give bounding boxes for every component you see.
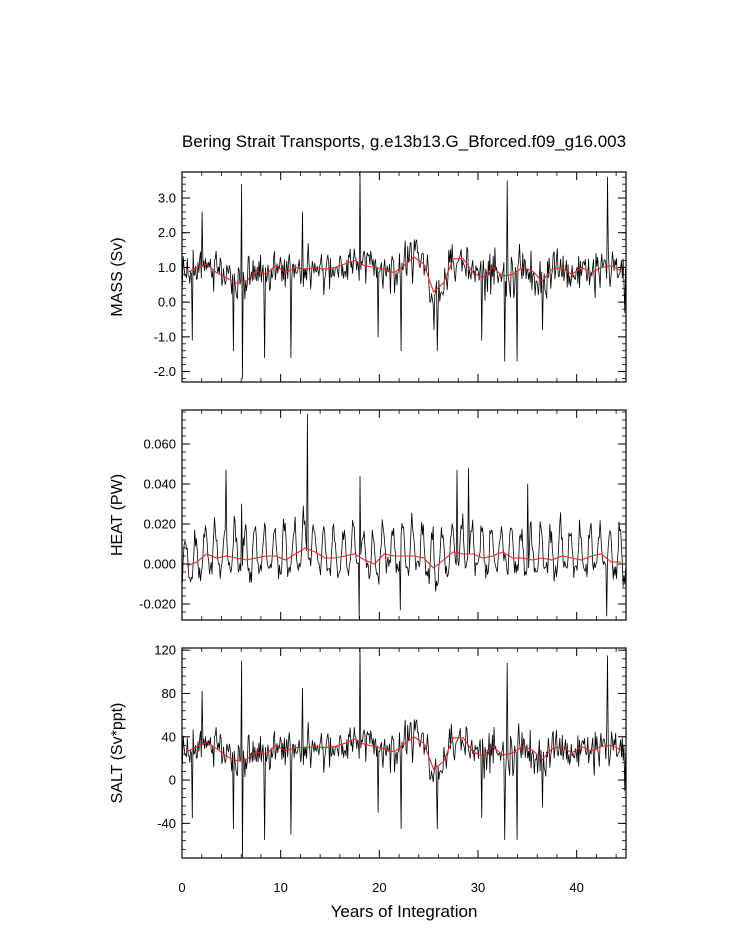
heat-ytick-label: 0.020 bbox=[143, 517, 176, 532]
mass-ytick-label: -1.0 bbox=[154, 329, 176, 344]
salt-ytick-label: -40 bbox=[157, 816, 176, 831]
mass-ytick-label: 3.0 bbox=[158, 191, 176, 206]
panel-salt: -40 0 40 80 120 SALT (Sv*ppt) bbox=[109, 643, 627, 859]
salt-monthly-line bbox=[182, 647, 626, 859]
heat-monthly-line bbox=[182, 413, 626, 619]
mass-monthly-line bbox=[182, 171, 626, 379]
panels-group: -2.0 -1.0 0.0 1.0 2.0 3.0 MASS (Sv) -0.020 0.000… bbox=[109, 171, 627, 895]
x-tick-label: 30 bbox=[471, 880, 485, 895]
x-tick-label: 20 bbox=[372, 880, 386, 895]
heat-ytick-label: 0.060 bbox=[143, 437, 176, 452]
x-tick-label: 0 bbox=[178, 880, 185, 895]
mass-ytick-label: -2.0 bbox=[154, 364, 176, 379]
heat-ytick-label: -0.020 bbox=[139, 597, 176, 612]
salt-ytick-label: 0 bbox=[169, 773, 176, 788]
mass-ytick-label: 1.0 bbox=[158, 260, 176, 275]
heat-ytick-label: 0.000 bbox=[143, 557, 176, 572]
panel-heat: -0.020 0.000 0.020 0.040 0.060 HEAT (PW) bbox=[109, 409, 627, 621]
heat-annual-line bbox=[186, 547, 622, 569]
heat-y-axis-label: HEAT (PW) bbox=[109, 474, 126, 556]
salt-y-axis-label: SALT (Sv*ppt) bbox=[109, 703, 126, 804]
panel-mass: -2.0 -1.0 0.0 1.0 2.0 3.0 MASS (Sv) bbox=[109, 171, 627, 383]
heat-ytick-label: 0.040 bbox=[143, 477, 176, 492]
mass-ytick-label: 2.0 bbox=[158, 225, 176, 240]
salt-frame bbox=[181, 647, 627, 859]
heat-frame bbox=[181, 409, 627, 621]
mass-frame bbox=[181, 171, 627, 383]
x-tick-label: 10 bbox=[273, 880, 287, 895]
mass-ytick-label: 0.0 bbox=[158, 295, 176, 310]
salt-ytick-label: 80 bbox=[162, 686, 176, 701]
x-axis-label: Years of Integration bbox=[331, 902, 478, 921]
salt-annual-line bbox=[186, 736, 622, 771]
chart-title: Bering Strait Transports, g.e13b13.G_Bfo… bbox=[182, 132, 626, 151]
mass-annual-line bbox=[186, 256, 622, 293]
x-tick-label: 40 bbox=[569, 880, 583, 895]
mass-y-axis-label: MASS (Sv) bbox=[109, 237, 126, 316]
salt-ytick-label: 120 bbox=[154, 643, 176, 658]
salt-ytick-label: 40 bbox=[162, 729, 176, 744]
